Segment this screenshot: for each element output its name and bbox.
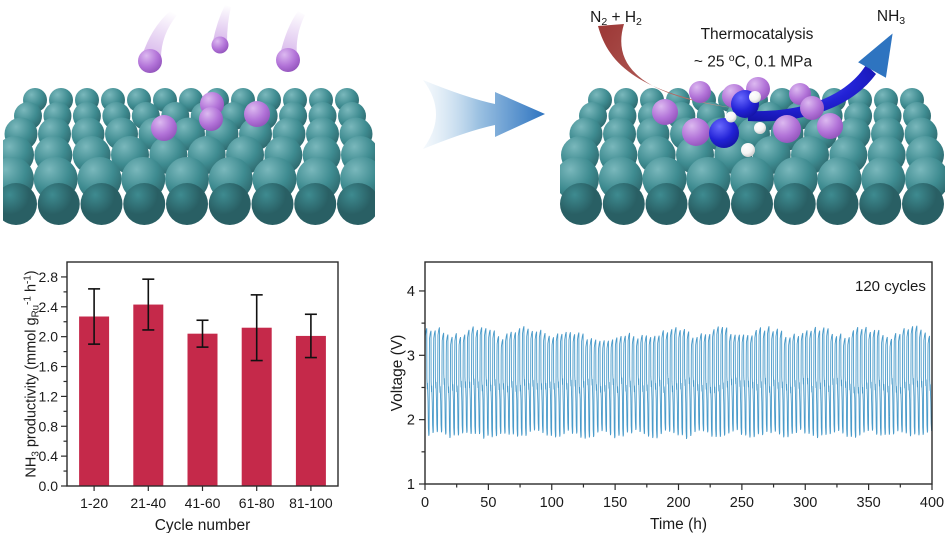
svg-text:2: 2	[407, 413, 415, 429]
falling-atom-trails	[142, 5, 305, 58]
svg-text:0.8: 0.8	[39, 418, 59, 434]
svg-text:3: 3	[407, 348, 415, 364]
svg-text:150: 150	[603, 495, 627, 511]
pristine-surface-illustration	[3, 5, 375, 225]
adsorbed-atoms	[151, 92, 270, 141]
svg-text:200: 200	[666, 495, 690, 511]
falling-atoms	[138, 36, 300, 73]
svg-text:0.0: 0.0	[39, 478, 59, 494]
reactants-label: N2 + H2	[590, 9, 642, 29]
svg-text:300: 300	[793, 495, 817, 511]
svg-text:1-20: 1-20	[80, 495, 108, 511]
svg-text:0: 0	[421, 495, 429, 511]
svg-text:250: 250	[730, 495, 754, 511]
sphere-lattice	[3, 88, 375, 225]
svg-text:81-100: 81-100	[289, 495, 333, 511]
svg-text:1.6: 1.6	[39, 359, 59, 375]
right-arrow-shape	[423, 80, 545, 149]
svg-text:21-40: 21-40	[130, 495, 166, 511]
bar-41-60	[187, 333, 218, 486]
surface-species	[652, 77, 843, 157]
svg-text:2.4: 2.4	[39, 299, 59, 315]
conditions-label: ~ 25 oC, 0.1 MPa	[693, 52, 813, 71]
svg-text:61-80: 61-80	[239, 495, 275, 511]
svg-text:1.2: 1.2	[39, 388, 59, 404]
transition-arrow-icon	[423, 80, 545, 149]
reactant-flow-arrow	[598, 24, 734, 108]
svg-text:400: 400	[920, 495, 944, 511]
svg-text:4: 4	[407, 284, 415, 300]
product-label: NH3	[876, 8, 906, 28]
cycle-count-annotation: 120 cycles	[855, 278, 926, 295]
svg-text:2.8: 2.8	[39, 269, 59, 285]
bar-81-100	[295, 335, 326, 486]
svg-text:350: 350	[857, 495, 881, 511]
line-chart-plot: 0 50 100 150 200 250 300 350 400 1 2 3 4 Time (h) Volt…	[390, 261, 944, 533]
svg-text:100: 100	[540, 495, 564, 511]
svg-text:1: 1	[407, 477, 415, 493]
process-label: Thermocatalysis	[700, 26, 814, 43]
nh3-productivity-chart: NH3 productivity (mmol gRu-1 h-1) 0.0 0.4…	[15, 252, 347, 533]
bar-chart-plot: 0.0 0.4 0.8 1.2 1.6 2.0 2.4 2.8 1-20 21-40 41-60 61…	[39, 261, 339, 533]
svg-text:Voltage (V): Voltage (V)	[390, 335, 406, 412]
svg-text:50: 50	[480, 495, 496, 511]
svg-text:2.0: 2.0	[39, 329, 59, 345]
bar-21-40	[133, 304, 164, 486]
voltage-trace	[424, 325, 933, 440]
voltage-cycling-chart: 0 50 100 150 200 250 300 350 400 1 2 3 4 Time (h) Volt…	[390, 252, 945, 533]
svg-text:Cycle number: Cycle number	[155, 517, 251, 533]
svg-text:41-60: 41-60	[185, 495, 221, 511]
reaction-surface-illustration	[560, 24, 945, 225]
svg-text:0.4: 0.4	[39, 448, 59, 464]
svg-text:Time (h): Time (h)	[650, 516, 707, 533]
